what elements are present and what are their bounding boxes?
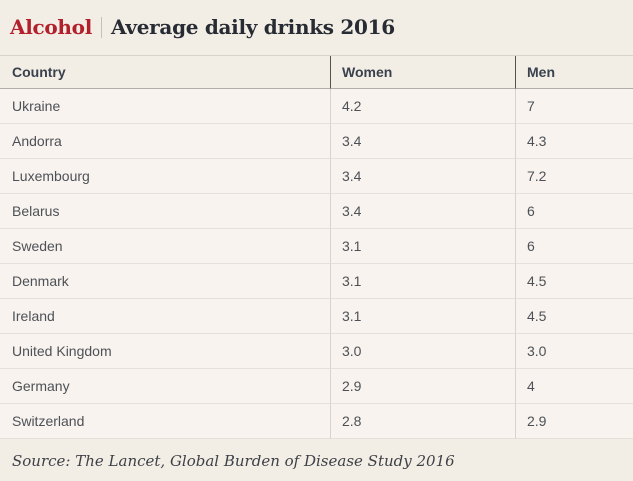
table-row: Denmark 3.1 4.5 bbox=[0, 264, 633, 299]
source-note: Source: The Lancet, Global Burden of Dis… bbox=[12, 452, 455, 470]
column-header-women: Women bbox=[330, 56, 515, 89]
drinks-table: Country Women Men Ukraine 4.2 7 Andorra … bbox=[0, 55, 633, 439]
table-row: Andorra 3.4 4.3 bbox=[0, 124, 633, 159]
page-title: Average daily drinks 2016 bbox=[111, 15, 395, 39]
table-header: Country Women Men bbox=[0, 56, 633, 89]
women-cell: 2.8 bbox=[330, 404, 515, 439]
column-header-country: Country bbox=[0, 56, 330, 89]
men-cell: 4.5 bbox=[515, 264, 633, 299]
country-cell: Luxembourg bbox=[0, 159, 330, 194]
table-row: Ukraine 4.2 7 bbox=[0, 89, 633, 124]
country-cell: Switzerland bbox=[0, 404, 330, 439]
women-cell: 2.9 bbox=[330, 369, 515, 404]
women-cell: 3.0 bbox=[330, 334, 515, 369]
title-divider bbox=[101, 16, 103, 38]
table-row: Switzerland 2.8 2.9 bbox=[0, 404, 633, 439]
women-cell: 3.1 bbox=[330, 264, 515, 299]
women-cell: 3.1 bbox=[330, 299, 515, 334]
men-cell: 3.0 bbox=[515, 334, 633, 369]
women-cell: 3.4 bbox=[330, 159, 515, 194]
country-cell: Belarus bbox=[0, 194, 330, 229]
table-row: Luxembourg 3.4 7.2 bbox=[0, 159, 633, 194]
men-cell: 7 bbox=[515, 89, 633, 124]
masthead: Alcohol Average daily drinks 2016 bbox=[0, 0, 633, 55]
country-cell: Germany bbox=[0, 369, 330, 404]
men-cell: 4.5 bbox=[515, 299, 633, 334]
table-row: Germany 2.9 4 bbox=[0, 369, 633, 404]
men-cell: 7.2 bbox=[515, 159, 633, 194]
country-cell: Sweden bbox=[0, 229, 330, 264]
country-cell: United Kingdom bbox=[0, 334, 330, 369]
women-cell: 4.2 bbox=[330, 89, 515, 124]
women-cell: 3.4 bbox=[330, 124, 515, 159]
table-row: Sweden 3.1 6 bbox=[0, 229, 633, 264]
men-cell: 4 bbox=[515, 369, 633, 404]
table-row: Ireland 3.1 4.5 bbox=[0, 299, 633, 334]
men-cell: 2.9 bbox=[515, 404, 633, 439]
table-row: Belarus 3.4 6 bbox=[0, 194, 633, 229]
men-cell: 6 bbox=[515, 229, 633, 264]
column-header-men: Men bbox=[515, 56, 633, 89]
country-cell: Denmark bbox=[0, 264, 330, 299]
women-cell: 3.1 bbox=[330, 229, 515, 264]
category-label: Alcohol bbox=[10, 15, 93, 39]
table-body: Ukraine 4.2 7 Andorra 3.4 4.3 Luxembourg… bbox=[0, 89, 633, 439]
country-cell: Ukraine bbox=[0, 89, 330, 124]
men-cell: 6 bbox=[515, 194, 633, 229]
country-cell: Ireland bbox=[0, 299, 330, 334]
country-cell: Andorra bbox=[0, 124, 330, 159]
women-cell: 3.4 bbox=[330, 194, 515, 229]
header-row: Country Women Men bbox=[0, 56, 633, 89]
men-cell: 4.3 bbox=[515, 124, 633, 159]
table-row: United Kingdom 3.0 3.0 bbox=[0, 334, 633, 369]
